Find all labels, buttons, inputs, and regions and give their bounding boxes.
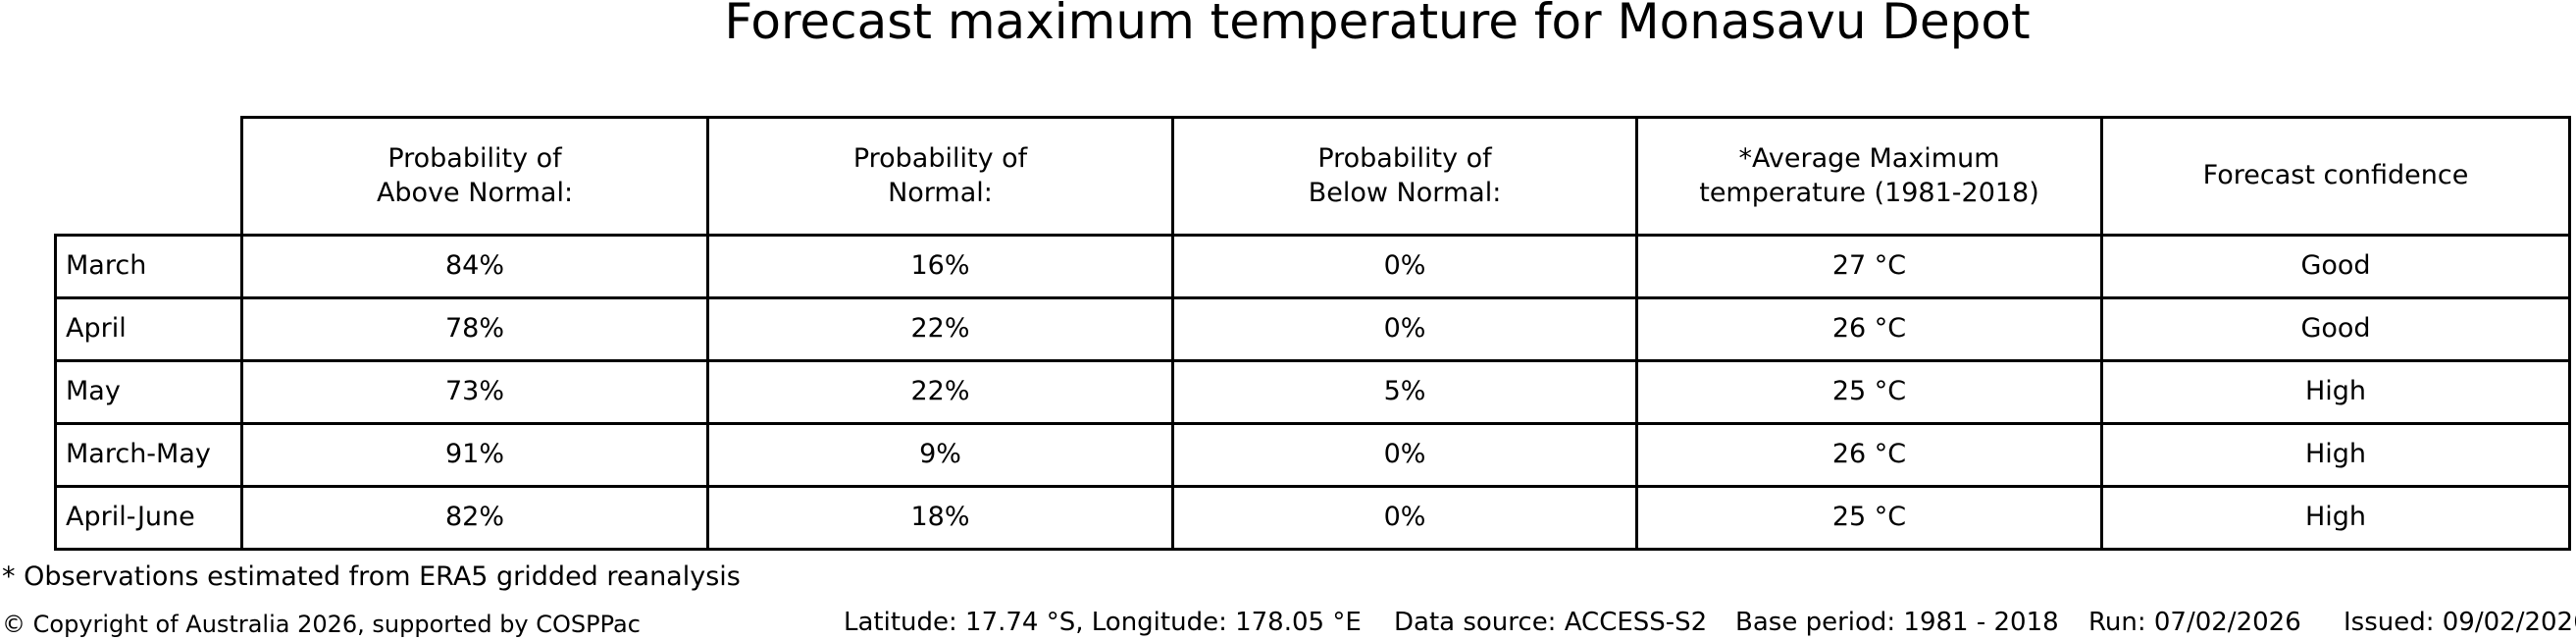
- issued-date-text: Issued: 09/02/2026: [2344, 608, 2576, 637]
- cell-avg-max-temp: 26 °C: [1635, 296, 2103, 362]
- col-header-above-normal: Probability of Above Normal:: [240, 116, 709, 237]
- cell-normal: 22%: [706, 296, 1174, 362]
- cell-below-normal: 0%: [1171, 234, 1638, 299]
- cell-below-normal: 5%: [1171, 359, 1638, 425]
- cell-above-normal: 91%: [240, 422, 709, 488]
- table-header-row: Probability of Above Normal: Probability…: [56, 116, 2571, 237]
- cell-above-normal: 82%: [240, 485, 709, 551]
- cell-confidence: High: [2100, 485, 2571, 551]
- table-row-march-may: March-May 91% 9% 0% 26 °C High: [54, 422, 2571, 488]
- cell-avg-max-temp: 27 °C: [1635, 234, 2103, 299]
- cell-normal: 9%: [706, 422, 1174, 488]
- table-row-april: April 78% 22% 0% 26 °C Good: [54, 296, 2571, 362]
- col-header-avg-max-temp: *Average Maximum temperature (1981-2018): [1635, 116, 2103, 237]
- cell-normal: 16%: [706, 234, 1174, 299]
- row-label: April: [54, 296, 243, 362]
- cell-confidence: Good: [2100, 234, 2571, 299]
- row-label: March-May: [54, 422, 243, 488]
- table-row-april-june: April-June 82% 18% 0% 25 °C High: [54, 485, 2571, 551]
- cell-above-normal: 78%: [240, 296, 709, 362]
- corner-cell: [56, 118, 242, 236]
- row-label: March: [54, 234, 243, 299]
- cell-above-normal: 84%: [240, 234, 709, 299]
- cell-below-normal: 0%: [1171, 485, 1638, 551]
- table-row-may: May 73% 22% 5% 25 °C High: [54, 359, 2571, 425]
- cell-avg-max-temp: 25 °C: [1635, 359, 2103, 425]
- cell-normal: 22%: [706, 359, 1174, 425]
- cell-above-normal: 73%: [240, 359, 709, 425]
- table-row-march: March 84% 16% 0% 27 °C Good: [54, 234, 2571, 299]
- cell-below-normal: 0%: [1171, 422, 1638, 488]
- row-label: May: [54, 359, 243, 425]
- col-header-normal: Probability of Normal:: [706, 116, 1174, 237]
- run-date-text: Run: 07/02/2026: [2088, 608, 2301, 637]
- row-label: April-June: [54, 485, 243, 551]
- cell-confidence: High: [2100, 422, 2571, 488]
- col-header-confidence: Forecast confidence: [2100, 116, 2571, 237]
- data-source-text: Data source: ACCESS-S2: [1394, 608, 1708, 637]
- cell-below-normal: 0%: [1171, 296, 1638, 362]
- cell-confidence: High: [2100, 359, 2571, 425]
- observations-footnote: * Observations estimated from ERA5 gridd…: [2, 561, 741, 592]
- forecast-table: Probability of Above Normal: Probability…: [54, 116, 2571, 551]
- page-title: Forecast maximum temperature for Monasav…: [724, 0, 2031, 50]
- col-header-below-normal: Probability of Below Normal:: [1171, 116, 1638, 237]
- base-period-text: Base period: 1981 - 2018: [1735, 608, 2059, 637]
- cell-confidence: Good: [2100, 296, 2571, 362]
- cell-normal: 18%: [706, 485, 1174, 551]
- cell-avg-max-temp: 25 °C: [1635, 485, 2103, 551]
- cell-avg-max-temp: 26 °C: [1635, 422, 2103, 488]
- copyright-text: © Copyright of Australia 2026, supported…: [2, 611, 641, 638]
- lat-long-text: Latitude: 17.74 °S, Longitude: 178.05 °E: [844, 608, 1362, 637]
